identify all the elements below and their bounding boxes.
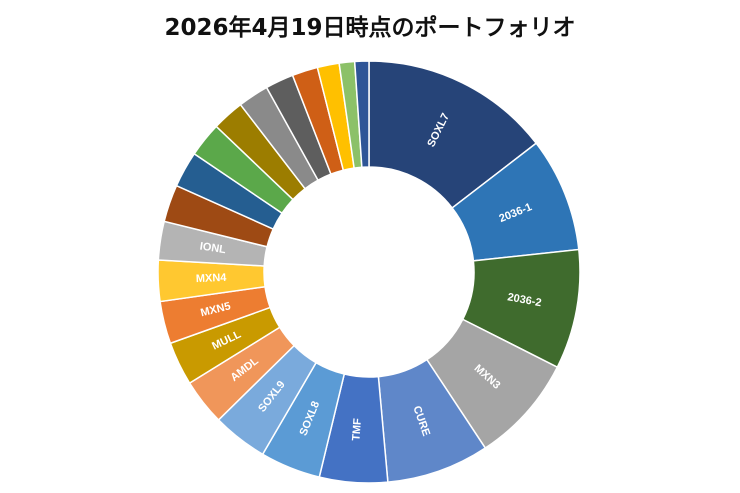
slice-label-mxn4: MXN4 [196,272,228,285]
slice-label-tmf: TMF [350,418,364,442]
slice-label-ionl: IONL [199,240,227,256]
slice-unlabeled-22 [353,60,370,169]
chart-title: 2026年4月19日時点のポートフォリオ [164,15,576,41]
